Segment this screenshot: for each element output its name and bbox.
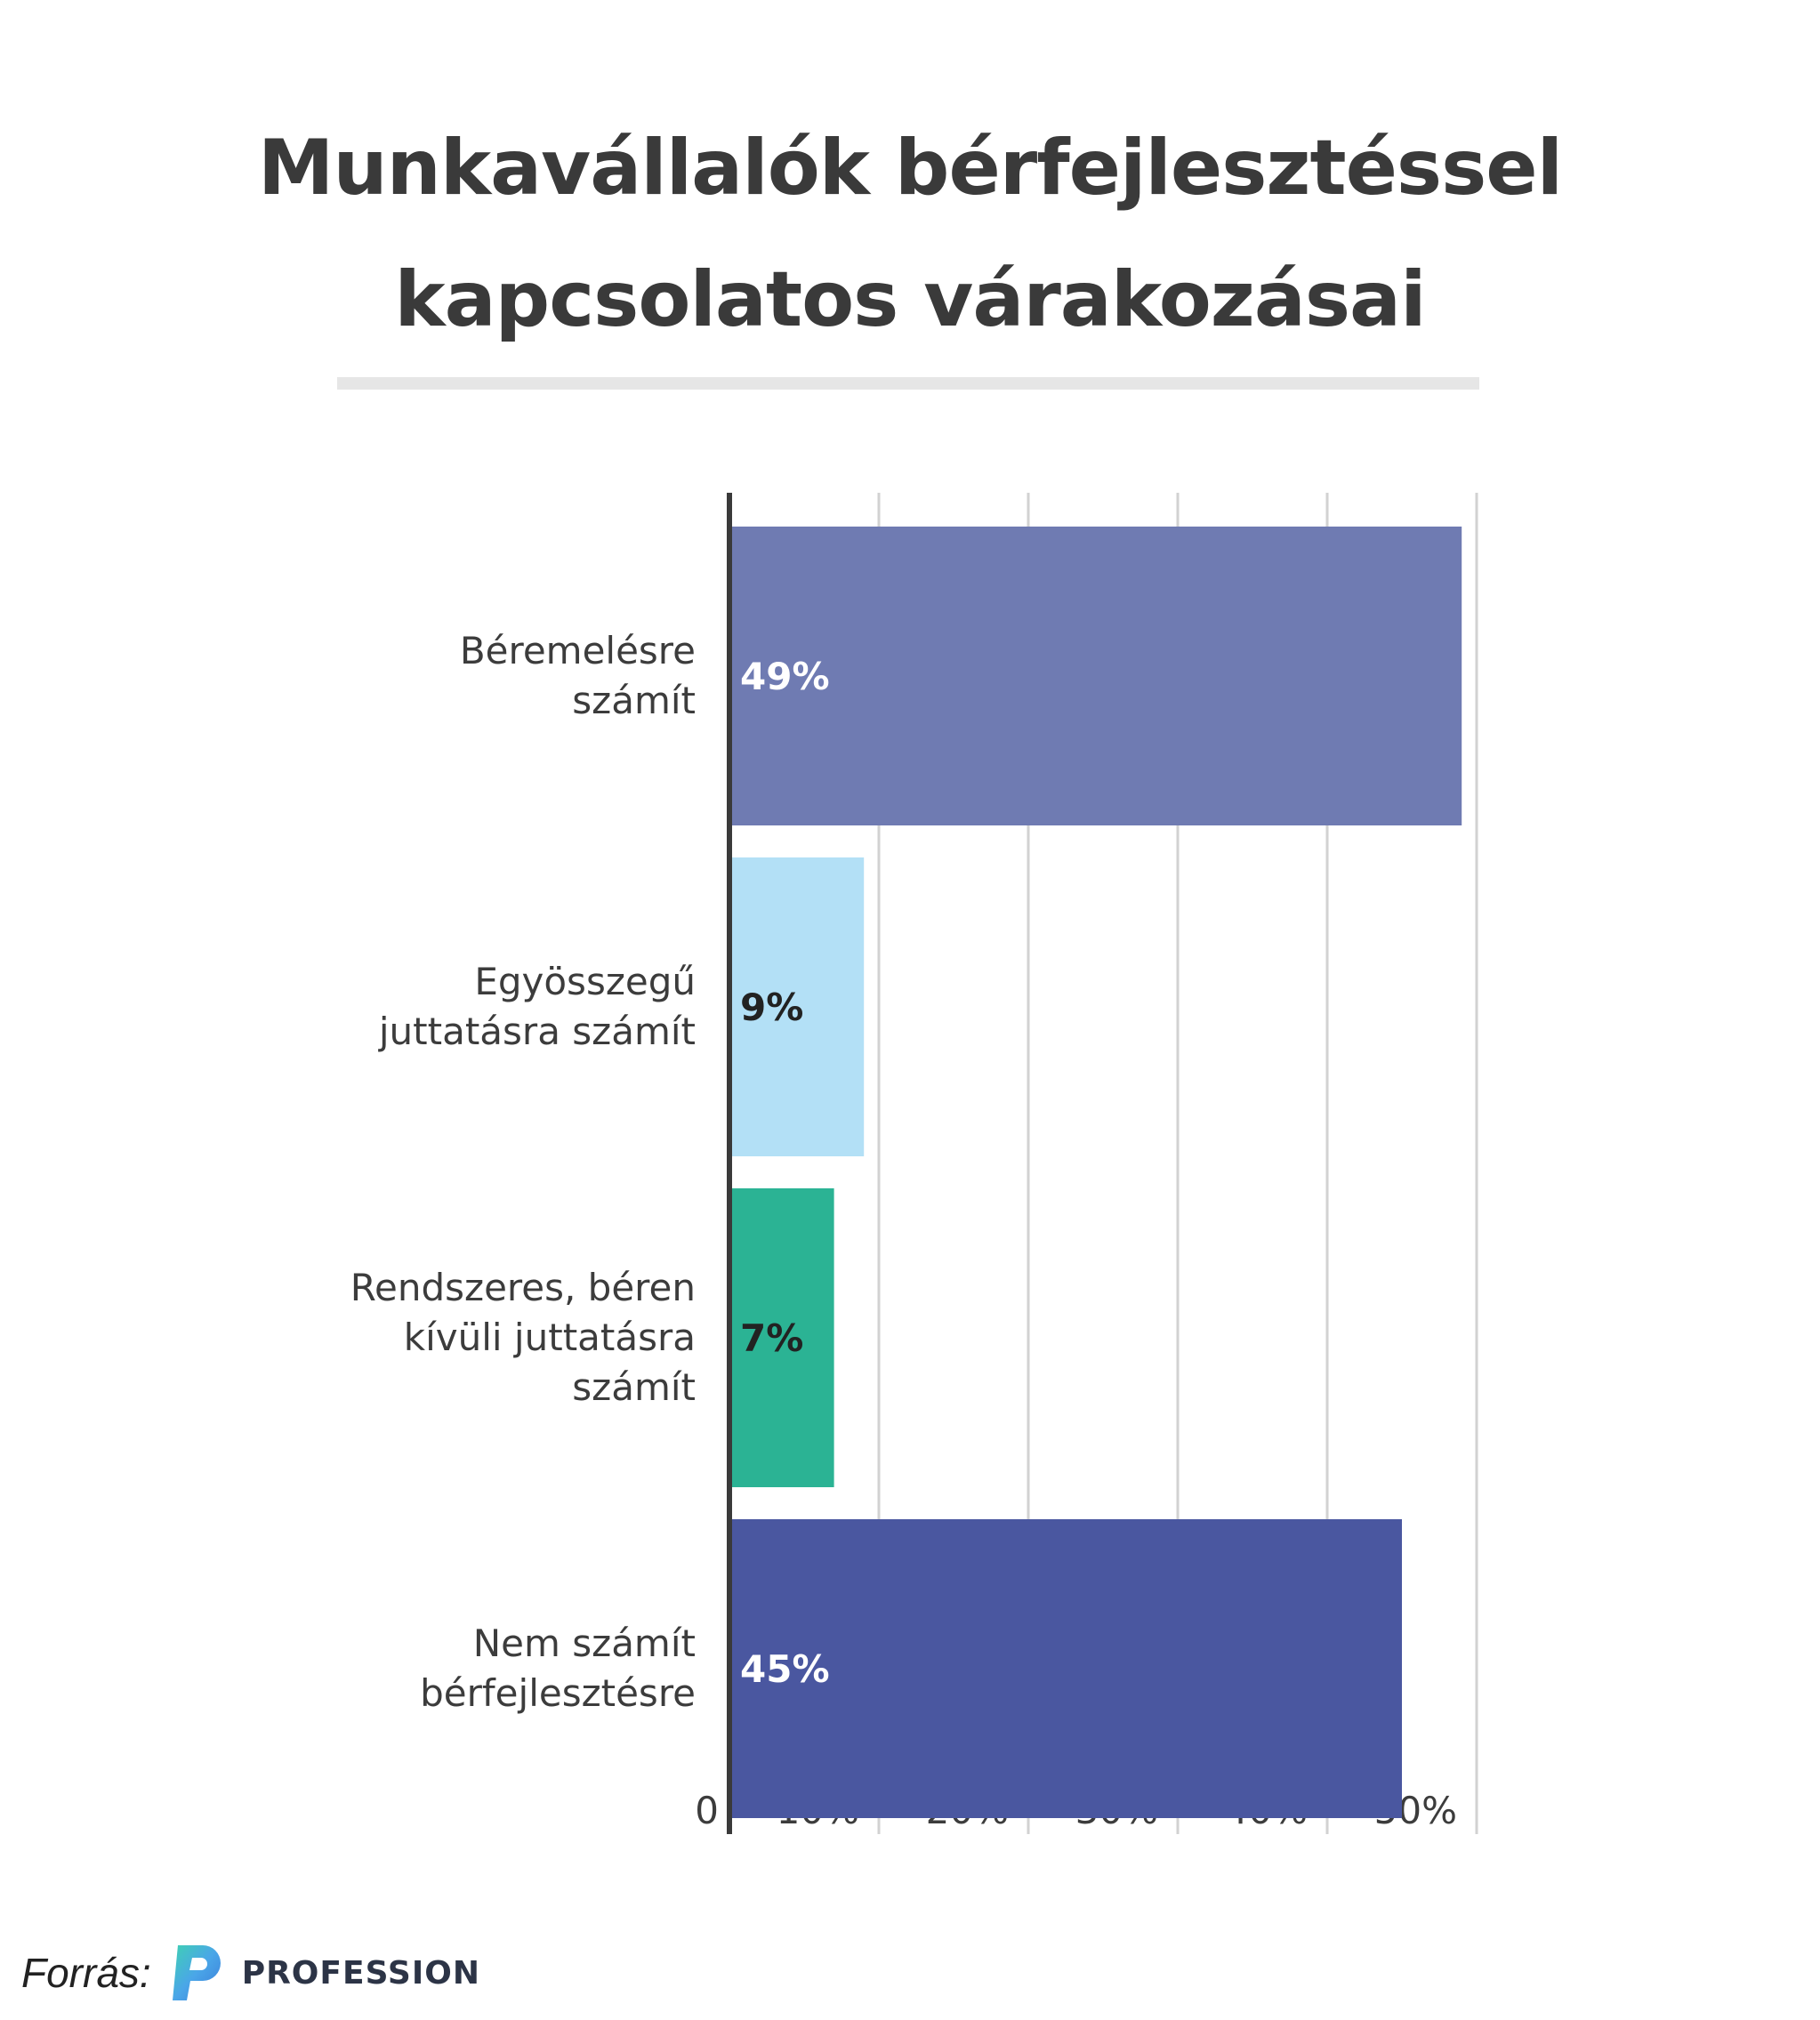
title-divider xyxy=(337,377,1479,390)
category-label: Nem számít xyxy=(473,1622,696,1665)
data-label: 7% xyxy=(740,1316,803,1360)
category-label: számít xyxy=(572,1365,696,1409)
x-tick-label: 0 xyxy=(695,1789,719,1832)
footer: Forrás: PROFESSION xyxy=(21,1944,480,2002)
category-label: Béremelésre xyxy=(460,629,696,672)
category-label: Rendszeres, béren xyxy=(350,1266,696,1309)
chart-title-line-2: kapcsolatos várakozásai xyxy=(394,255,1426,344)
bar xyxy=(729,1519,1402,1818)
bar xyxy=(729,1188,834,1487)
category-label: kívüli juttatásra xyxy=(404,1316,696,1359)
category-label: számít xyxy=(572,679,696,722)
category-label: Egyösszegű xyxy=(474,960,696,1003)
bar xyxy=(729,527,1462,825)
source-label: Forrás: xyxy=(21,1950,151,1996)
brand-name: PROFESSION xyxy=(241,1954,480,1992)
profession-logo-icon xyxy=(172,1945,221,2000)
data-label: 49% xyxy=(740,655,830,698)
bar xyxy=(729,857,865,1156)
category-label: juttatásra számít xyxy=(378,1010,696,1053)
chart-title: Munkavállalók bérfejlesztéssel kapcsolat… xyxy=(0,102,1820,366)
chart-title-line-1: Munkavállalók bérfejlesztéssel xyxy=(257,124,1563,213)
data-label: 9% xyxy=(740,986,803,1029)
category-label: bérfejlesztésre xyxy=(420,1671,696,1715)
data-label: 45% xyxy=(740,1647,830,1691)
